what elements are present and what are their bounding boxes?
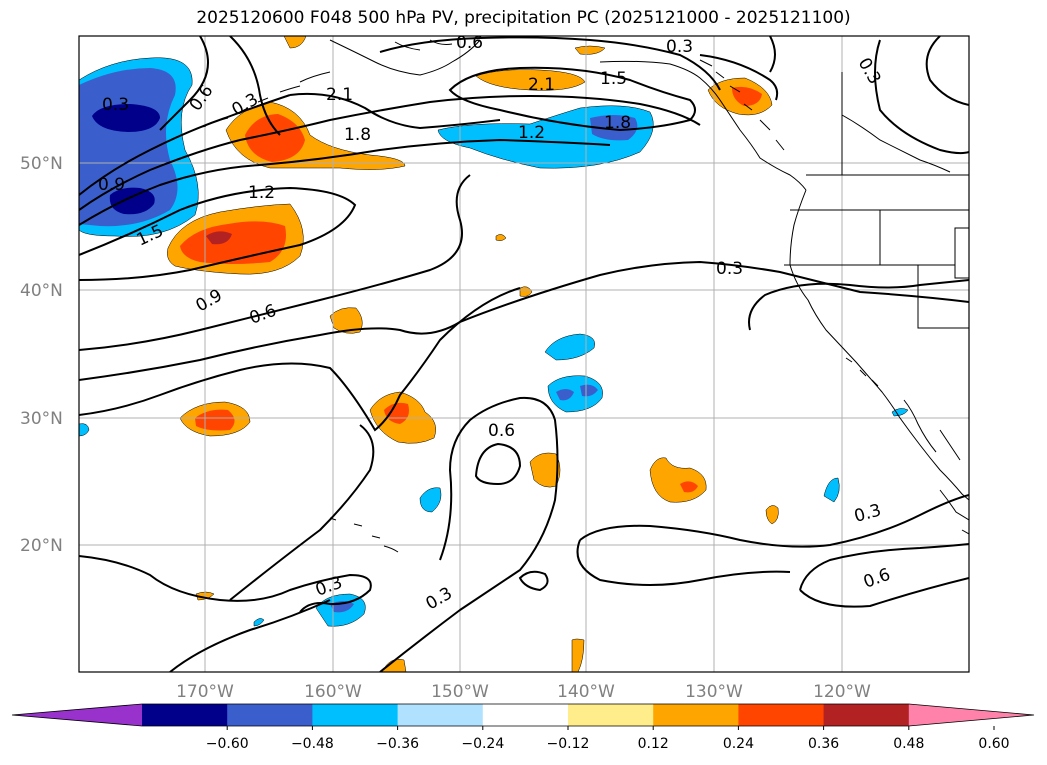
positive-anomaly-region (475, 69, 586, 91)
colorbar-tick-label: −0.36 (376, 736, 419, 752)
contour-label: 0.3 (102, 95, 129, 115)
contour-label: 0.6 (488, 421, 515, 441)
negative-anomaly-region (79, 68, 178, 227)
contour-label: 0.3 (716, 259, 743, 279)
negative-anomaly-region (891, 408, 909, 417)
colorbar-segment (142, 704, 228, 726)
contour-label: 2.1 (528, 75, 555, 95)
positive-anomaly-region (571, 638, 585, 672)
colorbar-tick-label: 0.36 (808, 736, 839, 752)
contour-label: 1.5 (600, 69, 627, 89)
positive-anomaly-region (519, 286, 533, 297)
negative-anomaly-region (253, 618, 265, 627)
contour-label: 0.9 (98, 175, 125, 195)
contour-label-layer: 0.6 0.3 0.3 0.3 0.6 2.1 1.5 2.1 1.8 1.2 … (98, 33, 893, 614)
map-title: 2025120600 F048 500 hPa PV, precipitatio… (196, 8, 851, 28)
positive-anomaly-region (329, 307, 363, 334)
lon-label: 150°W (431, 682, 489, 702)
map-panel: 0.6 0.3 0.3 0.3 0.6 2.1 1.5 2.1 1.8 1.2 … (78, 33, 970, 673)
negative-anomaly-region (92, 104, 160, 132)
negative-anomaly-region (580, 384, 598, 397)
negative-anomaly-region (590, 115, 638, 141)
colorbar-tick-label: −0.48 (291, 736, 334, 752)
positive-anomaly-region (245, 114, 305, 162)
contour-label: 1.8 (604, 113, 631, 133)
negative-anomaly-region (109, 187, 155, 215)
lat-label: 40°N (20, 281, 63, 301)
colorbar-segment (397, 704, 484, 726)
colorbar-tick-label: 0.60 (978, 736, 1009, 752)
colorbar-tick-label: 0.12 (638, 736, 669, 752)
positive-anomaly-region (206, 231, 232, 245)
latitude-labels: 50°N 40°N 30°N 20°N (20, 154, 63, 556)
colorbar-tick-label: −0.24 (461, 736, 504, 752)
lon-label: 130°W (685, 682, 743, 702)
lat-label: 20°N (20, 536, 63, 556)
pv-contour-layer (79, 36, 969, 672)
lon-label: 170°W (176, 682, 234, 702)
contour-label: 1.8 (344, 125, 371, 145)
colorbar-segment (738, 704, 825, 726)
contour-label: 0.6 (456, 33, 483, 53)
coastline-layer (197, 39, 969, 553)
positive-anomaly-region (529, 452, 561, 488)
contour-label: 0.3 (666, 37, 693, 57)
contour-label: 1.2 (518, 123, 545, 143)
colorbar-tick-label: −0.12 (547, 736, 590, 752)
colorbar-tick-label: 0.48 (893, 736, 924, 752)
colorbar-segment (823, 704, 910, 726)
lon-label: 120°W (813, 682, 871, 702)
negative-anomaly-region (79, 423, 90, 437)
longitude-labels: 170°W 160°W 150°W 140°W 130°W 120°W (176, 682, 871, 702)
negative-anomaly-region (419, 487, 442, 513)
positive-anomaly-region (765, 505, 779, 525)
negative-anomaly-region (556, 389, 574, 401)
contour-label: 2.1 (326, 85, 353, 105)
colorbar-segment (227, 704, 313, 726)
colorbar-tick-label: −0.60 (206, 736, 249, 752)
negative-anomaly-region (823, 477, 840, 503)
colorbar-segment (568, 704, 654, 726)
colorbar-extend-left (12, 704, 142, 726)
positive-anomaly-region (680, 481, 698, 493)
colorbar: −0.60 −0.48 −0.36 −0.24 −0.12 0.12 0.24 0.36 0.4… (11, 703, 1035, 752)
colorbar-segment (653, 704, 739, 726)
negative-anomaly-region (544, 333, 595, 361)
lon-label: 140°W (557, 682, 615, 702)
lat-label: 50°N (20, 154, 63, 174)
lon-label: 160°W (304, 682, 362, 702)
lat-label: 30°N (20, 409, 63, 429)
positive-anomaly-region (384, 402, 409, 424)
colorbar-segment (482, 704, 569, 726)
positive-anomaly-region (495, 234, 507, 241)
map-frame (78, 35, 970, 673)
contour-label: 1.2 (248, 183, 275, 203)
colorbar-tick-label: 0.24 (723, 736, 754, 752)
colorbar-segment (312, 704, 399, 726)
colorbar-outline (11, 703, 1035, 727)
colorbar-extend-right (908, 704, 1034, 726)
